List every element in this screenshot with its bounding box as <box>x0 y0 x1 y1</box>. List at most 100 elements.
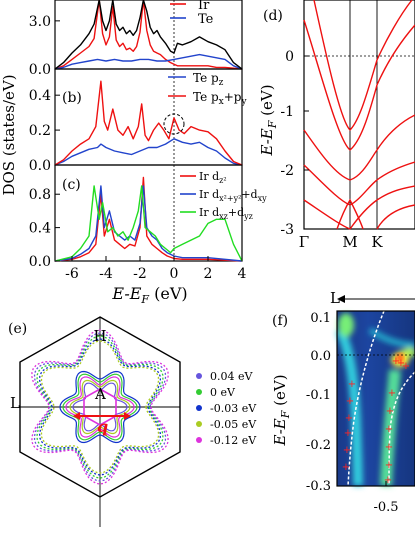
panel-c-xticks: -6 -4 -2 0 2 4 <box>65 256 247 282</box>
panel-f-ytick-1: 0.0 <box>310 349 331 364</box>
arpes-hotspots <box>396 353 404 363</box>
band-7 <box>376 204 415 230</box>
dos-c-ytick-label-2: 0.8 <box>29 187 51 203</box>
dos-a-ytick-label-0: 0.0 <box>29 62 51 78</box>
panel-f-xtick: -0.5 <box>373 500 398 515</box>
panel-d-ytick-0: 0 <box>285 49 294 65</box>
band-4 <box>303 161 415 206</box>
legend-e-label-2: -0.03 eV <box>210 402 257 415</box>
outer-star-contour-2 <box>38 338 162 476</box>
arpes-marker-14: + <box>384 475 392 486</box>
panel-d-ytick-2: -2 <box>280 163 294 179</box>
panel-b-highlight-circle <box>163 113 185 135</box>
legend-e-label-1: 0 eV <box>210 386 236 399</box>
point-a: A <box>94 385 106 403</box>
q-vector-arrowtail <box>73 412 80 420</box>
dos-b-ytick-label-0: 0.0 <box>29 158 51 174</box>
outer-star-contour-0 <box>33 332 167 482</box>
legend-c-dz2-label: Ir dz² <box>199 170 227 185</box>
arpes-marker-5: + <box>342 462 350 473</box>
kpoint-m: M <box>342 233 357 251</box>
arpes-marker-9: + <box>388 388 396 399</box>
fermi-contours <box>31 329 169 485</box>
legend-e-dot-0 <box>196 373 202 379</box>
panel-a-curves <box>54 0 243 70</box>
panel-d-ytick-3: -3 <box>280 222 294 238</box>
legend-e-label-0: 0.04 eV <box>210 370 253 383</box>
point-l: L <box>10 394 20 412</box>
panel-a-yticks: 0.0 3.0 <box>29 14 60 78</box>
panel-e-legend: 0.04 eV 0 eV -0.03 eV -0.05 eV -0.12 eV <box>196 370 257 447</box>
panel-b-yticks: 0.0 0.2 0.4 <box>29 88 60 174</box>
kpoint-gamma: Γ <box>299 233 309 251</box>
panel-f-top-label: L <box>330 289 340 307</box>
inner-ring-contour-0 <box>59 370 141 444</box>
panel-b: 0.0 0.2 0.4 (b) Te pz Te px+py <box>29 68 248 174</box>
dos-xtick-label-5: 4 <box>238 266 247 282</box>
inner-ring-contour-3 <box>69 379 131 435</box>
panel-d: (d) 0 -1 -2 -3 E-EF (eV) Γ M K <box>258 0 415 251</box>
band-5 <box>303 199 351 230</box>
dos-c-ytick-label-0: 0.0 <box>29 254 51 270</box>
panel-d-y-axis-label: E-EF (eV) <box>258 84 279 156</box>
panel-d-ytick-1: -1 <box>280 104 294 120</box>
legend-b-pz-label: Te pz <box>193 71 224 88</box>
arpes-marker-10: + <box>386 406 394 417</box>
dos-xtick-label-4: 2 <box>204 266 213 282</box>
legend-b-pxpy-label: Te px+py <box>193 90 248 107</box>
legend-a-te-label: Te <box>198 12 214 27</box>
panel-c-yticks: 0.0 0.4 0.8 <box>29 187 60 270</box>
legend-a-ir-label: Ir <box>198 0 210 13</box>
dos-xtick-label-1: -4 <box>99 266 113 282</box>
dos-x-axis-label: E-EF (eV) <box>111 284 187 306</box>
dos-b-ytick-label-2: 0.4 <box>29 88 51 104</box>
outer-star-contour-3 <box>40 340 160 474</box>
arpes-marker-12: + <box>385 442 393 453</box>
dos-a-series-0 <box>54 0 243 70</box>
arpes-marker-7: + <box>397 358 405 369</box>
band-2 <box>303 19 415 151</box>
kpoint-k: K <box>371 233 383 251</box>
panel-f-y-axis-label: E-EF (eV) <box>271 374 292 446</box>
panel-f-ytick-3: -0.2 <box>306 438 331 453</box>
panel-d-bands <box>303 0 415 230</box>
dos-xtick-label-2: -2 <box>133 266 147 282</box>
panel-f-arrowhead <box>337 295 345 303</box>
legend-e-dot-3 <box>196 421 202 427</box>
dos-xtick-label-0: -6 <box>65 266 79 282</box>
dos-c-series-2 <box>54 185 243 262</box>
arpes-marker-6: + <box>392 356 400 367</box>
arpes-marker-2: + <box>345 413 353 424</box>
dos-c-series-0 <box>54 176 243 262</box>
arpes-marker-8: + <box>402 361 410 372</box>
panel-c-curves <box>54 176 243 262</box>
dos-a-series-1 <box>54 53 243 70</box>
panel-f-ytick-2: -0.1 <box>306 388 331 403</box>
arpes-marker-13: + <box>385 460 393 471</box>
panel-f-ytick-0: 0.1 <box>310 311 331 326</box>
legend-e-label-3: -0.05 eV <box>210 418 257 431</box>
panel-e-label: (e) <box>8 321 27 337</box>
band-1 <box>313 0 413 131</box>
arpes-dispersion-fit-right <box>388 371 415 487</box>
q-vector-label: q <box>97 417 108 436</box>
legend-c-dxz-label: Ir dxz+dyz <box>199 206 253 221</box>
legend-e-label-4: -0.12 eV <box>210 434 257 447</box>
panel-e: (e) H L A q 0.04 eV 0 eV -0.03 eV -0.05 eV -… <box>8 316 257 527</box>
panel-f-ytick-4: -0.3 <box>306 479 331 494</box>
arpes-marker-4: + <box>343 445 351 456</box>
panel-f-frame <box>336 310 415 487</box>
arpes-bands <box>335 313 415 487</box>
dos-b-series-1 <box>54 80 243 166</box>
panel-a-frame <box>54 0 243 70</box>
legend-e-dot-2 <box>196 405 202 411</box>
panel-f-label: (f) <box>272 313 288 329</box>
panel-d-frame <box>303 0 415 230</box>
band-3 <box>303 114 415 181</box>
outer-star-contour-4 <box>31 329 169 485</box>
panel-b-curves <box>54 80 243 166</box>
dos-b-series-0 <box>54 138 243 166</box>
arpes-marker-11: + <box>385 424 393 435</box>
dos-a-ytick-label-1: 3.0 <box>29 14 51 30</box>
